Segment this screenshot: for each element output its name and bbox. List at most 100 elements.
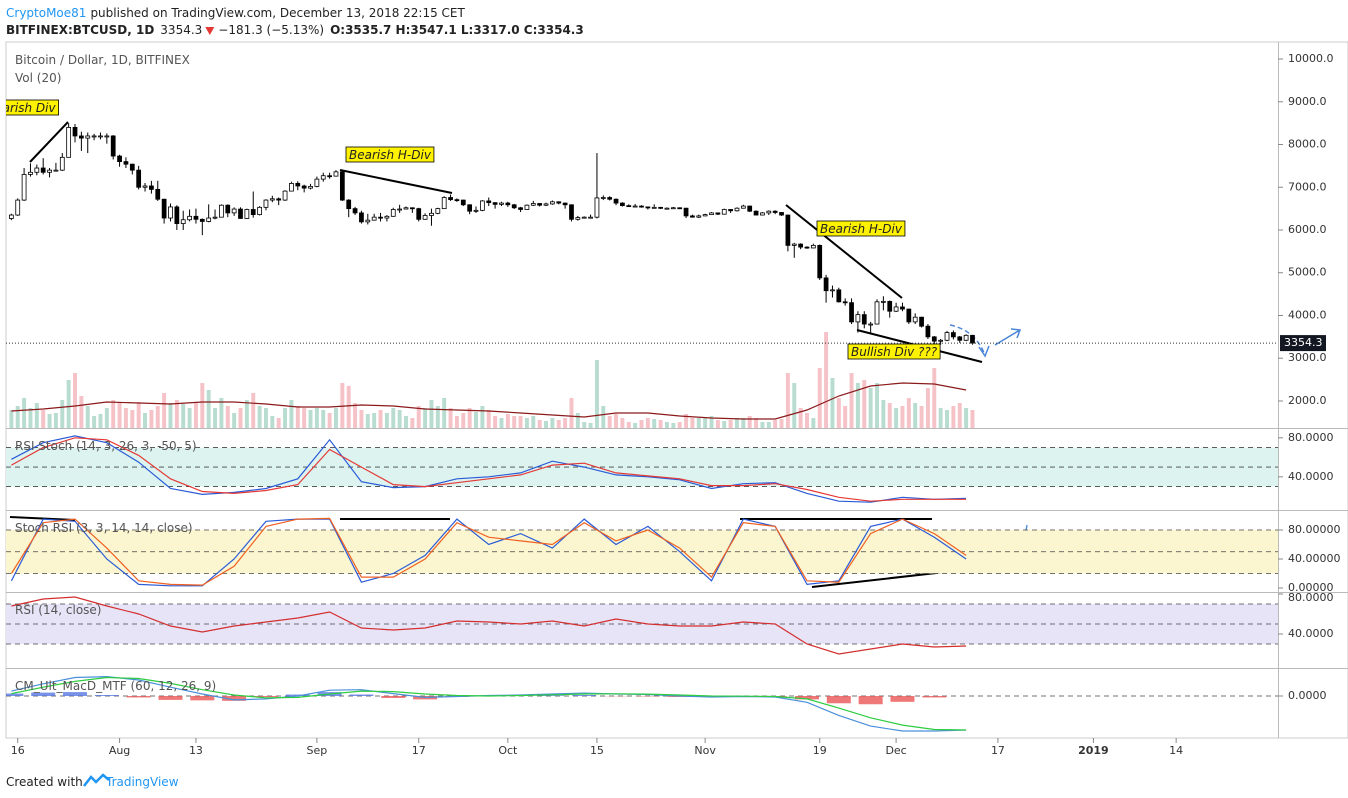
volume-bar <box>957 403 962 428</box>
volume-bar <box>92 416 97 428</box>
volume-bar <box>913 403 918 428</box>
pane-title: RSI Stoch (14, 3, 26, 3, -50, 5) <box>15 439 197 453</box>
candle-body <box>282 190 288 201</box>
candle-body <box>454 199 460 202</box>
volume-bar <box>645 418 650 428</box>
down-arrow <box>205 27 215 35</box>
candle-body <box>149 185 154 190</box>
candle-body <box>473 209 479 212</box>
candle-body <box>174 206 180 224</box>
candle-body <box>925 325 931 338</box>
volume-bar <box>257 406 262 428</box>
volume-bar <box>232 413 237 428</box>
candle-body <box>34 167 40 173</box>
candle-body <box>238 208 243 219</box>
candle-body <box>219 204 224 218</box>
volume-bar <box>843 406 848 428</box>
footer-brand[interactable]: TradingView <box>105 775 179 789</box>
candle-body <box>626 205 632 208</box>
candle-body <box>810 244 816 249</box>
volume-bar <box>652 419 657 428</box>
y-tick-label: 80.00000 <box>1288 523 1341 536</box>
candle-body <box>429 212 434 216</box>
volume-bar <box>951 406 956 428</box>
volume-bar <box>664 422 669 428</box>
volume-bar <box>442 398 447 428</box>
volume-bar <box>671 423 676 428</box>
histogram-bar <box>190 695 215 701</box>
candle-body <box>8 214 14 219</box>
x-tick-label: 19 <box>813 744 827 757</box>
volume-bar <box>461 413 466 428</box>
candle-body <box>785 214 791 246</box>
y-tick-label: 8000.0 <box>1288 138 1327 151</box>
candle-body <box>957 336 963 341</box>
candle-body <box>575 217 581 220</box>
candle-body <box>830 289 835 292</box>
candle-body <box>511 204 517 209</box>
trendline <box>29 121 69 163</box>
candle-body <box>938 339 944 342</box>
y-tick-label: 40.0000 <box>1288 470 1334 483</box>
volume-bar <box>862 380 867 428</box>
candle-body <box>620 202 625 207</box>
volume-bar <box>537 420 542 428</box>
candle-body <box>486 200 492 204</box>
plot-area: Bearish Div Bearish H-Div Bearish H-Div Bul… <box>6 99 1278 732</box>
indicator-line <box>11 437 967 502</box>
candle-body <box>257 206 262 216</box>
candle-body <box>639 205 644 208</box>
volume-bar <box>518 416 523 428</box>
volume-bar <box>505 414 510 428</box>
author-link[interactable]: CryptoMoe81 <box>6 6 86 20</box>
volume-bar <box>149 410 154 428</box>
volume-bar <box>779 419 784 428</box>
volume-bar <box>53 413 58 428</box>
candle-body <box>365 219 371 223</box>
candle-body <box>569 204 574 220</box>
annotation: Bearish H-Div <box>820 222 903 236</box>
volume-title: Vol (20) <box>15 71 61 85</box>
indicator-line <box>10 517 967 586</box>
candle-body <box>740 205 746 209</box>
candle-body <box>123 161 129 165</box>
volume-bar <box>556 420 561 428</box>
candle-body <box>91 135 97 138</box>
volume-bar <box>703 418 708 428</box>
volume-bar <box>238 408 243 428</box>
candle-body <box>409 207 415 210</box>
volume-bar <box>544 421 548 428</box>
histogram-bar <box>858 695 883 705</box>
histogram-bar <box>572 695 597 696</box>
candle-body <box>467 204 473 212</box>
volume-bar <box>423 408 428 428</box>
candle-body <box>543 203 549 206</box>
candle-body <box>59 156 65 171</box>
candle-body <box>403 207 409 210</box>
histogram-bar <box>6 693 24 696</box>
candle-body <box>931 336 937 342</box>
volume-bar <box>817 368 822 428</box>
last-price-box <box>1280 335 1326 352</box>
candle-body <box>632 205 638 208</box>
histogram-bar <box>31 692 56 696</box>
candle-body <box>66 127 72 158</box>
candle-body <box>136 169 142 188</box>
volume-bar <box>98 414 103 428</box>
y-tick-label: 5000.0 <box>1288 266 1327 279</box>
volume-bar <box>754 418 759 428</box>
x-tick-label: 13 <box>189 744 203 757</box>
candle-body <box>212 216 218 219</box>
pane-title: CM_Ult_MacD_MTF (60, 12, 26, 9) <box>15 679 216 693</box>
candle-body <box>696 215 702 218</box>
volume-bar <box>607 416 612 428</box>
volume-bar <box>136 402 141 428</box>
candle-body <box>677 207 683 210</box>
volume-bar <box>925 388 930 428</box>
trendline <box>785 204 903 299</box>
volume-bar <box>168 403 173 428</box>
volume-bar <box>416 406 421 428</box>
candle-body <box>600 197 606 199</box>
indicator-line <box>11 435 967 503</box>
x-tick-label: Nov <box>694 744 716 757</box>
